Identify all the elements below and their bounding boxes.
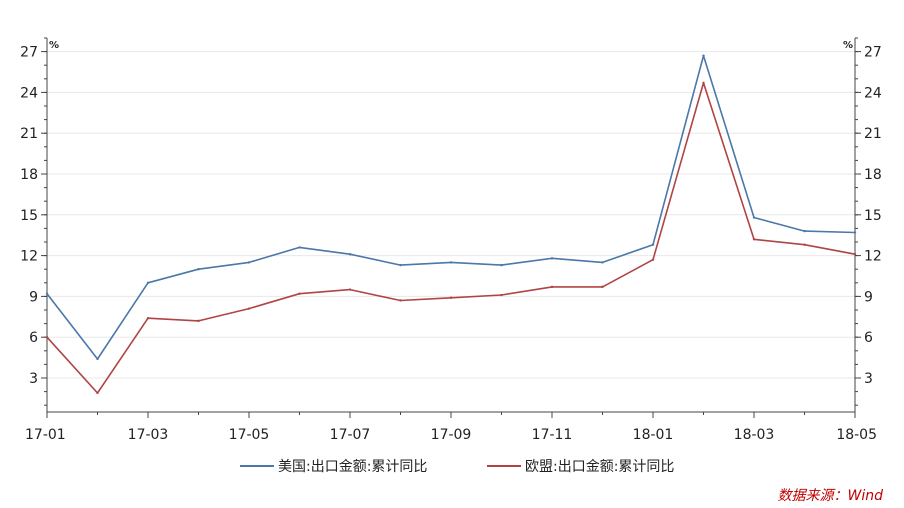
data-point xyxy=(146,316,150,320)
y-tick-label-left: 3 xyxy=(29,371,38,387)
y-tick-label-left: 12 xyxy=(20,249,38,265)
gridlines xyxy=(47,51,855,379)
data-point xyxy=(853,253,857,256)
y-tick-label-right: 24 xyxy=(864,85,882,101)
data-point xyxy=(803,243,806,246)
source-note: 数据来源：Wind xyxy=(778,488,884,504)
series-lines xyxy=(45,54,857,395)
data-point xyxy=(96,391,99,395)
data-point xyxy=(45,336,49,339)
y-unit-label-left: % xyxy=(49,40,59,51)
data-point xyxy=(399,263,402,267)
data-point xyxy=(550,285,554,289)
y-tick-label-right: 3 xyxy=(864,371,873,387)
y-tick-label-right: 15 xyxy=(864,208,882,224)
data-point xyxy=(500,293,503,297)
y-unit-label-right: % xyxy=(843,40,853,51)
data-point xyxy=(752,216,756,219)
data-point xyxy=(399,299,402,302)
legend: 美国:出口金额:累计同比 欧盟:出口金额:累计同比 xyxy=(240,459,674,475)
y-tick-label-left: 18 xyxy=(20,167,38,183)
y-tick-label-left: 27 xyxy=(20,45,38,61)
data-point xyxy=(348,288,352,291)
series-line-2 xyxy=(46,82,856,394)
data-point xyxy=(298,292,301,295)
data-point xyxy=(651,243,655,246)
data-point xyxy=(752,238,756,241)
data-point xyxy=(803,229,806,233)
data-point xyxy=(500,263,503,267)
data-point xyxy=(651,258,655,261)
x-tick-label: 18-05 xyxy=(836,427,877,443)
series-line-1 xyxy=(46,54,856,360)
x-tick-label: 17-11 xyxy=(532,427,573,443)
y-tick-label-left: 15 xyxy=(20,208,38,224)
x-tick-label: 17-09 xyxy=(431,427,472,443)
x-tick-label: 17-03 xyxy=(128,427,169,443)
data-point xyxy=(348,253,352,256)
data-point xyxy=(197,319,200,323)
y-tick-label-right: 27 xyxy=(864,45,882,61)
data-point xyxy=(247,307,251,310)
legend-label-2: 欧盟:出口金额:累计同比 xyxy=(525,459,674,475)
data-point xyxy=(96,357,99,361)
x-tick-label: 17-01 xyxy=(25,427,66,443)
data-point xyxy=(197,268,200,271)
data-point xyxy=(601,285,604,289)
data-point xyxy=(146,281,150,284)
data-point xyxy=(449,261,453,264)
x-tick-label: 18-01 xyxy=(633,427,674,443)
legend-label-1: 美国:出口金额:累计同比 xyxy=(278,459,427,475)
x-tick-label: 17-05 xyxy=(229,427,270,443)
data-point xyxy=(550,257,554,260)
axes: 3 3 6 6 9 9 12 12 15 15 18 18 21 21 24 24 27 27% % 17-01 17-… xyxy=(20,37,882,443)
y-tick-label-left: 6 xyxy=(29,330,38,346)
data-point xyxy=(247,261,251,264)
y-tick-label-left: 21 xyxy=(20,126,38,142)
y-tick-label-right: 6 xyxy=(864,330,873,346)
y-tick-label-left: 24 xyxy=(20,85,38,101)
y-tick-label-right: 9 xyxy=(864,289,873,305)
data-point xyxy=(298,246,301,249)
x-tick-label: 17-07 xyxy=(330,427,371,443)
y-tick-label-right: 12 xyxy=(864,249,882,265)
data-point xyxy=(45,292,49,295)
y-tick-label-left: 9 xyxy=(29,289,38,305)
data-point xyxy=(702,54,705,57)
data-point xyxy=(853,231,857,234)
y-tick-label-right: 21 xyxy=(864,126,882,142)
data-point xyxy=(449,296,453,299)
data-point xyxy=(601,261,604,264)
data-point xyxy=(702,81,705,85)
x-tick-label: 18-03 xyxy=(734,427,775,443)
y-tick-label-right: 18 xyxy=(864,167,882,183)
